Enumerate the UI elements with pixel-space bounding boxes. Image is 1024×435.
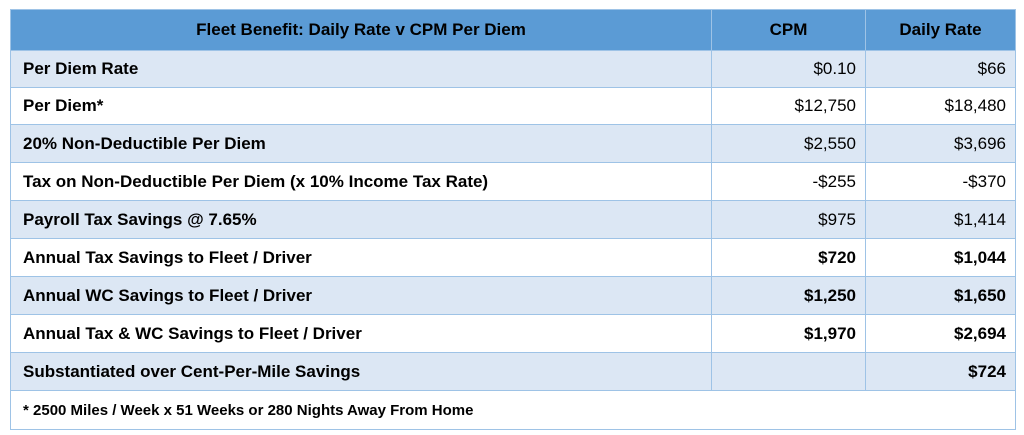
daily-rate-value: $66 <box>865 50 1016 88</box>
table-row: Payroll Tax Savings @ 7.65% $975 $1,414 <box>10 200 1016 239</box>
cpm-value: $1,970 <box>711 314 866 353</box>
table-row: Per Diem* $12,750 $18,480 <box>10 87 1016 125</box>
daily-rate-value: $724 <box>865 352 1016 391</box>
cpm-value: $1,250 <box>711 276 866 315</box>
header-cpm: CPM <box>711 9 866 51</box>
row-label: Per Diem* <box>10 87 712 125</box>
cpm-value <box>711 352 866 391</box>
row-label: 20% Non-Deductible Per Diem <box>10 124 712 163</box>
row-label: Payroll Tax Savings @ 7.65% <box>10 200 712 239</box>
daily-rate-value: $1,414 <box>865 200 1016 239</box>
daily-rate-value: $18,480 <box>865 87 1016 125</box>
row-label: Substantiated over Cent-Per-Mile Savings <box>10 352 712 391</box>
header-daily-rate: Daily Rate <box>865 9 1016 51</box>
row-label: Per Diem Rate <box>10 50 712 88</box>
table-row: Annual Tax & WC Savings to Fleet / Drive… <box>10 314 1016 353</box>
header-title: Fleet Benefit: Daily Rate v CPM Per Diem <box>10 9 712 51</box>
daily-rate-value: $3,696 <box>865 124 1016 163</box>
per-diem-comparison-table: Fleet Benefit: Daily Rate v CPM Per Diem… <box>10 9 1016 430</box>
row-label: Annual Tax & WC Savings to Fleet / Drive… <box>10 314 712 353</box>
daily-rate-value: $2,694 <box>865 314 1016 353</box>
row-label: Tax on Non-Deductible Per Diem (x 10% In… <box>10 162 712 201</box>
cpm-value: $975 <box>711 200 866 239</box>
cpm-value: $0.10 <box>711 50 866 88</box>
daily-rate-value: $1,044 <box>865 238 1016 277</box>
per-diem-comparison-table-container: Fleet Benefit: Daily Rate v CPM Per Diem… <box>10 9 1016 430</box>
cpm-value: $720 <box>711 238 866 277</box>
row-label: Annual WC Savings to Fleet / Driver <box>10 276 712 315</box>
daily-rate-value: $1,650 <box>865 276 1016 315</box>
cpm-value: -$255 <box>711 162 866 201</box>
table-row: Tax on Non-Deductible Per Diem (x 10% In… <box>10 162 1016 201</box>
footnote-row: * 2500 Miles / Week x 51 Weeks or 280 Ni… <box>10 390 1016 430</box>
row-label: Annual Tax Savings to Fleet / Driver <box>10 238 712 277</box>
table-row: Annual WC Savings to Fleet / Driver $1,2… <box>10 276 1016 315</box>
cpm-value: $12,750 <box>711 87 866 125</box>
daily-rate-value: -$370 <box>865 162 1016 201</box>
table-row: Annual Tax Savings to Fleet / Driver $72… <box>10 238 1016 277</box>
table-row: 20% Non-Deductible Per Diem $2,550 $3,69… <box>10 124 1016 163</box>
table-row: Substantiated over Cent-Per-Mile Savings… <box>10 352 1016 391</box>
cpm-value: $2,550 <box>711 124 866 163</box>
table-row: Per Diem Rate $0.10 $66 <box>10 50 1016 88</box>
footnote: * 2500 Miles / Week x 51 Weeks or 280 Ni… <box>10 390 1016 430</box>
table-header-row: Fleet Benefit: Daily Rate v CPM Per Diem… <box>10 9 1016 51</box>
